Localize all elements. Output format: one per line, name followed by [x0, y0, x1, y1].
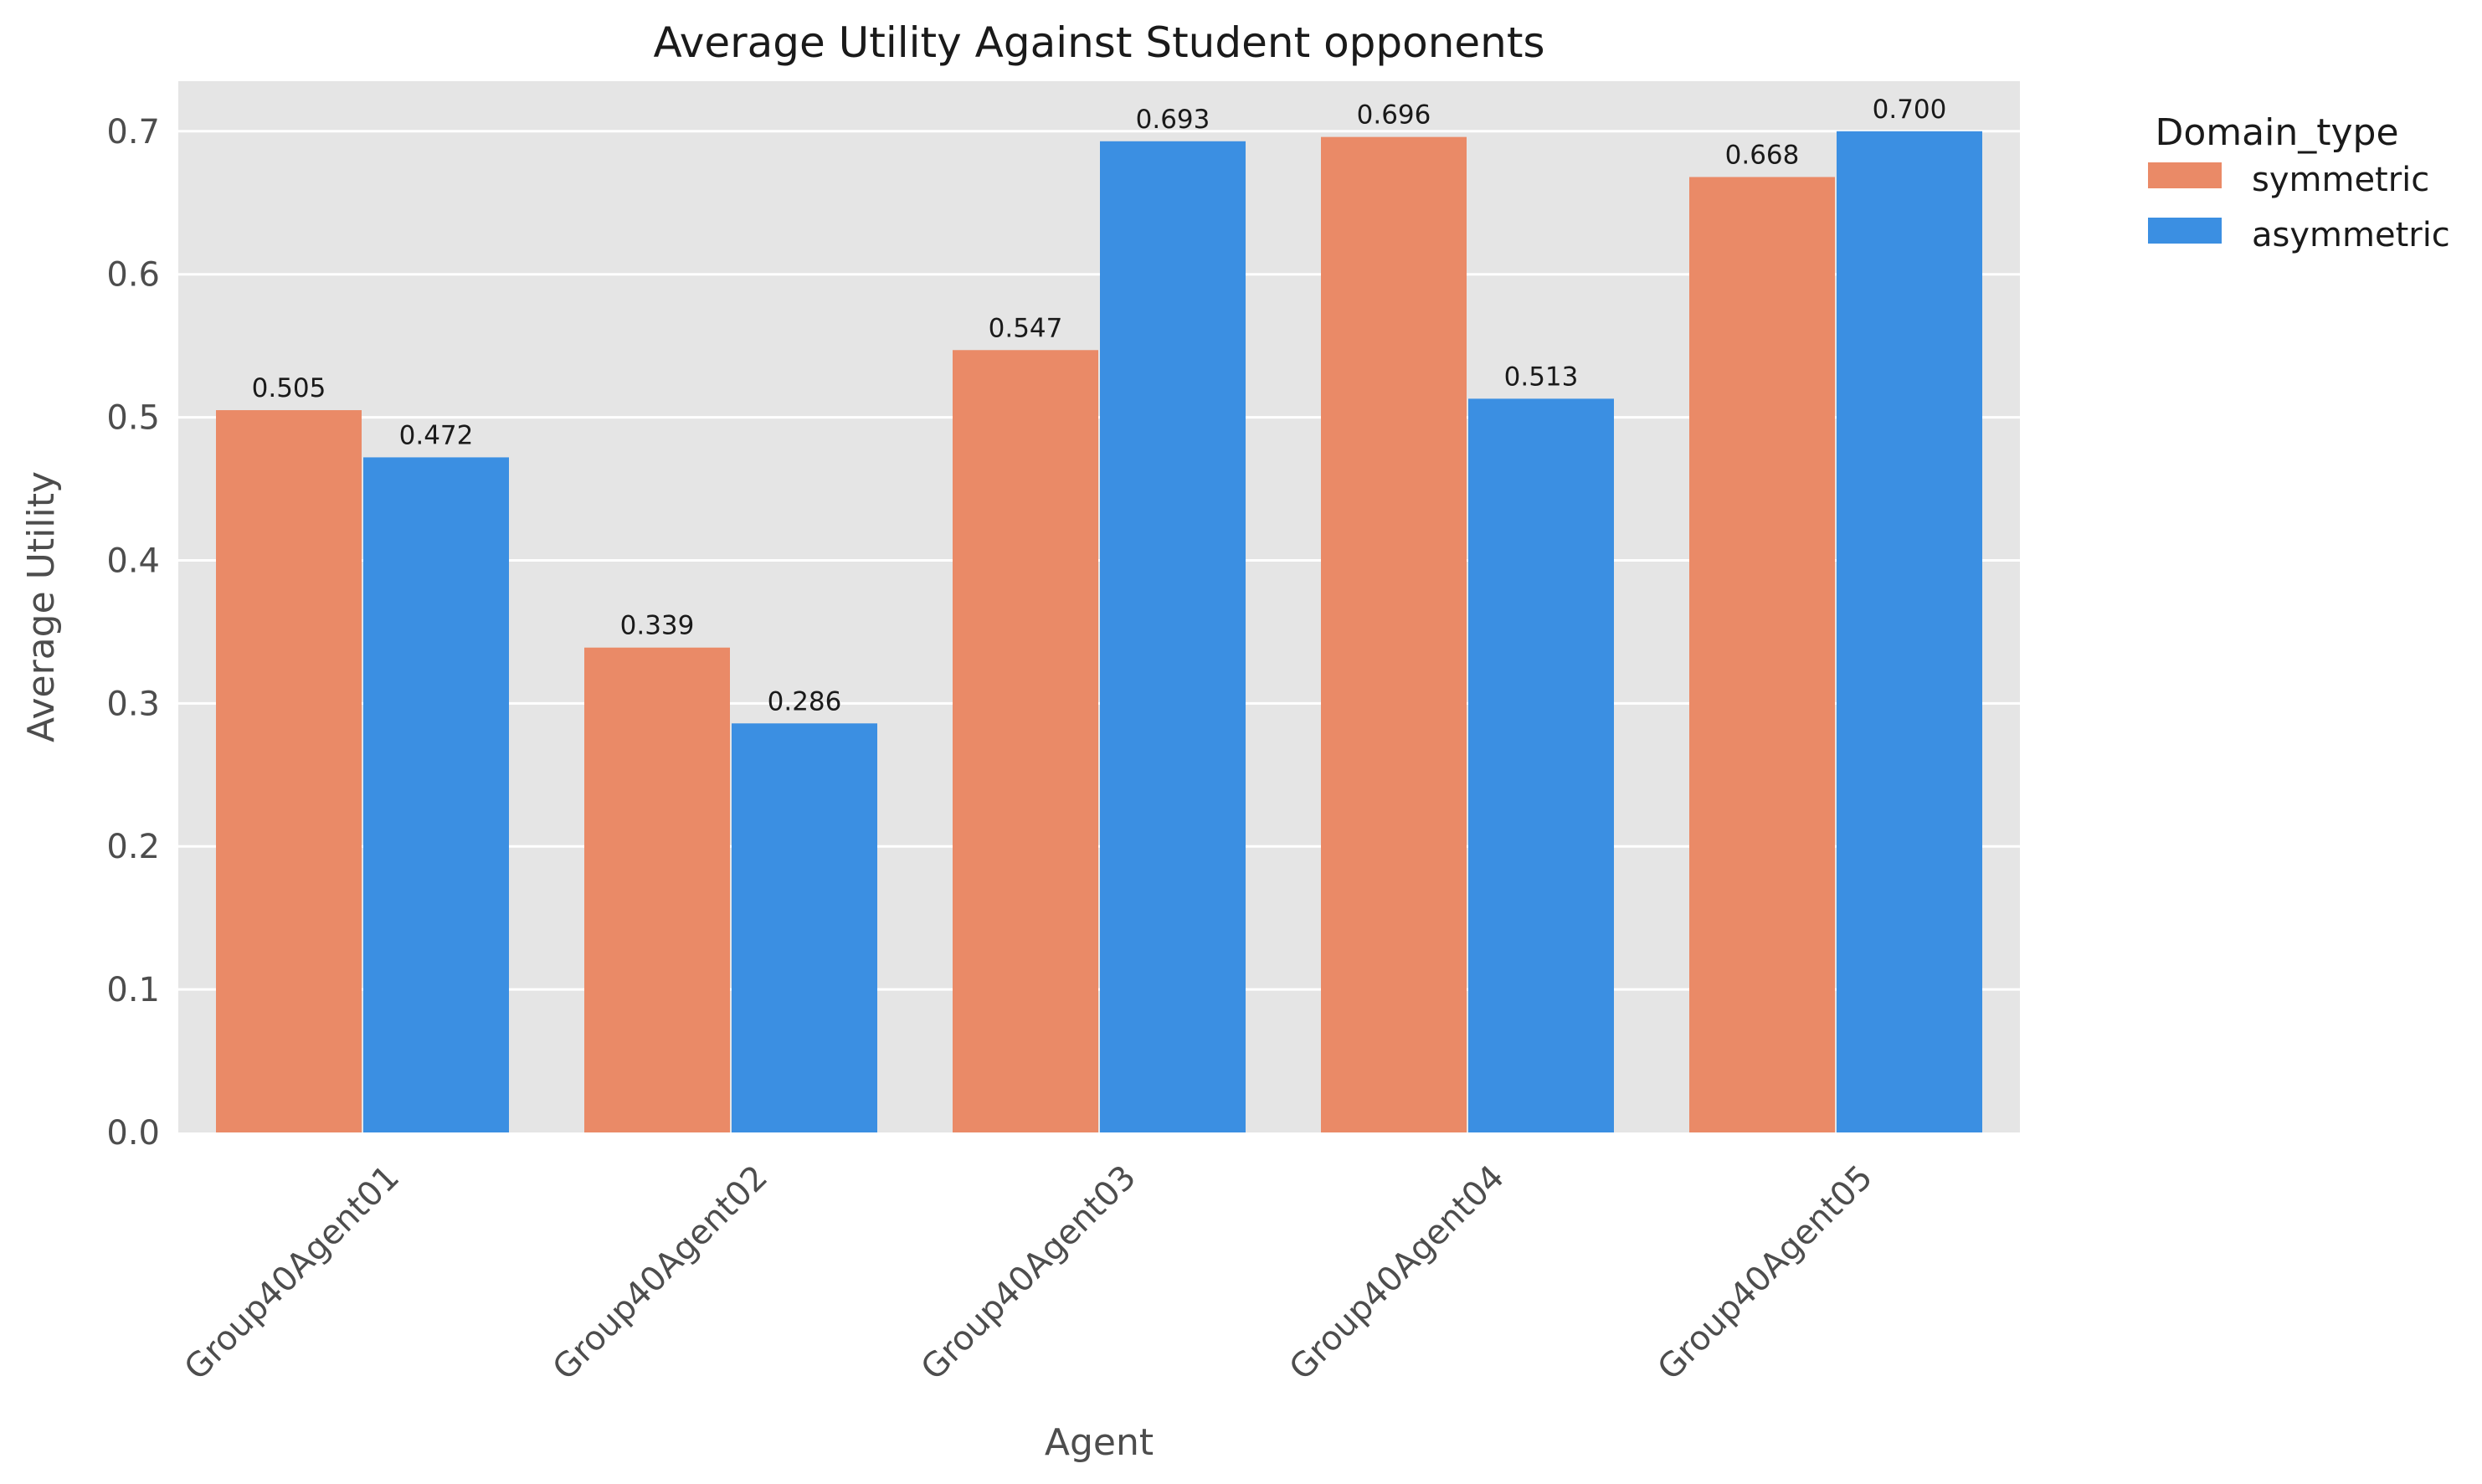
- legend-swatch-symmetric: [2148, 162, 2222, 188]
- bar-asymmetric: [1100, 141, 1246, 1132]
- bar-asymmetric: [1837, 131, 1982, 1132]
- legend-label-symmetric: symmetric: [2252, 161, 2429, 199]
- x-tick-label: Group40Agent05: [1651, 1158, 1880, 1388]
- bar-value-label: 0.700: [1873, 95, 1947, 125]
- bar-value-label: 0.547: [989, 313, 1063, 343]
- y-tick-label: 0.6: [106, 256, 160, 295]
- bar-value-label: 0.286: [768, 686, 842, 716]
- bar-symmetric: [584, 647, 730, 1132]
- x-tick-label: Group40Agent02: [546, 1158, 775, 1388]
- bar-value-label: 0.668: [1725, 140, 1800, 170]
- x-axis-label: Agent: [1045, 1421, 1154, 1464]
- y-axis-label: Average Utility: [20, 471, 63, 742]
- bar-asymmetric: [363, 457, 509, 1132]
- bar-value-label: 0.513: [1504, 362, 1579, 392]
- bar-value-label: 0.472: [399, 420, 474, 450]
- y-tick-label: 0.2: [106, 828, 160, 866]
- x-tick-label: Group40Agent01: [177, 1158, 407, 1388]
- x-axis-ticks: Group40Agent01 Group40Agent02 Group40Agent…: [177, 1158, 1880, 1388]
- x-tick-label: Group40Agent04: [1282, 1158, 1512, 1388]
- bar-asymmetric: [732, 723, 877, 1132]
- bar-value-label: 0.505: [252, 373, 326, 403]
- bars: [216, 131, 1982, 1132]
- legend-label-asymmetric: asymmetric: [2252, 216, 2450, 254]
- y-axis-ticks: 0.0 0.1 0.2 0.3 0.4 0.5 0.6 0.7: [106, 113, 160, 1153]
- bar-value-label: 0.339: [620, 611, 695, 641]
- y-tick-label: 0.5: [106, 399, 160, 438]
- y-tick-label: 0.3: [106, 685, 160, 723]
- y-tick-label: 0.1: [106, 971, 160, 1009]
- bar-asymmetric: [1468, 398, 1614, 1132]
- legend: Domain_type symmetric asymmetric: [2148, 111, 2450, 254]
- bar-value-label: 0.696: [1357, 100, 1431, 131]
- bar-symmetric: [1321, 136, 1467, 1132]
- bar-value-label: 0.693: [1136, 105, 1210, 135]
- y-tick-label: 0.4: [106, 542, 160, 580]
- legend-swatch-asymmetric: [2148, 218, 2222, 244]
- x-tick-label: Group40Agent03: [914, 1158, 1143, 1388]
- bar-symmetric: [953, 350, 1098, 1132]
- y-tick-label: 0.0: [106, 1114, 160, 1153]
- legend-title: Domain_type: [2155, 111, 2398, 154]
- y-tick-label: 0.7: [106, 113, 160, 151]
- bar-symmetric: [1689, 177, 1835, 1132]
- bar-symmetric: [216, 410, 362, 1132]
- bar-value-labels: 0.505 0.339 0.547 0.696 0.668 0.472 0.286 0.693…: [252, 95, 1947, 716]
- chart-title: Average Utility Against Student opponent…: [653, 18, 1544, 67]
